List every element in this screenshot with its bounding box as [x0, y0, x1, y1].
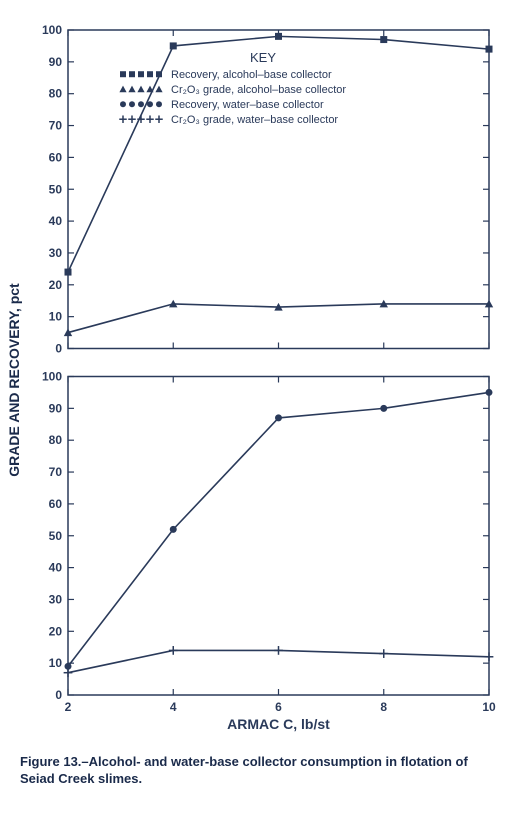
svg-text:10: 10: [49, 656, 63, 670]
svg-text:0: 0: [55, 688, 62, 702]
svg-text:6: 6: [275, 700, 282, 714]
svg-text:0: 0: [55, 342, 62, 356]
caption-prefix: Figure 13.–: [20, 754, 89, 769]
figure-caption: Figure 13.–Alcohol- and water-base colle…: [20, 754, 501, 788]
svg-text:100: 100: [42, 23, 62, 37]
chart-stack: GRADE AND RECOVERY, pct 0102030405060708…: [20, 20, 501, 740]
svg-text:100: 100: [42, 370, 62, 384]
x-axis-label: ARMAC C, lb/st: [227, 716, 330, 732]
svg-text:70: 70: [49, 119, 63, 133]
legend-item-label: Recovery, water–base collector: [171, 99, 324, 111]
svg-text:40: 40: [49, 214, 63, 228]
legend-item-label: Recovery, alcohol–base collector: [171, 69, 332, 81]
legend-title: KEY: [250, 50, 276, 65]
legend-item-label: Cr₂O₃ grade, water–base collector: [171, 114, 338, 126]
svg-text:60: 60: [49, 497, 63, 511]
svg-text:4: 4: [170, 700, 177, 714]
svg-text:60: 60: [49, 150, 63, 164]
panel: 0 10 20 30 40 50 60 70 80 90 100 2 4 6 8 10: [42, 370, 496, 715]
svg-text:20: 20: [49, 278, 63, 292]
svg-text:10: 10: [49, 310, 63, 324]
svg-text:50: 50: [49, 182, 63, 196]
y-axis-label: GRADE AND RECOVERY, pct: [6, 283, 22, 476]
svg-text:40: 40: [49, 561, 63, 575]
svg-text:80: 80: [49, 433, 63, 447]
svg-text:50: 50: [49, 529, 63, 543]
svg-text:30: 30: [49, 246, 63, 260]
svg-text:80: 80: [49, 87, 63, 101]
figure-container: GRADE AND RECOVERY, pct 0102030405060708…: [20, 20, 501, 788]
legend-item-label: Cr₂O₃ grade, alcohol–base collector: [171, 84, 346, 96]
svg-text:70: 70: [49, 465, 63, 479]
chart-svg: 0 10 20 30 40 50 60 70 80 90 100 0 10 20 30 40 50 60 70 80 9…: [20, 20, 501, 740]
svg-text:2: 2: [65, 700, 72, 714]
svg-text:90: 90: [49, 401, 63, 415]
svg-text:90: 90: [49, 55, 63, 69]
svg-text:10: 10: [482, 700, 496, 714]
svg-text:8: 8: [380, 700, 387, 714]
series-recovery-water: [68, 392, 489, 666]
svg-text:30: 30: [49, 592, 63, 606]
svg-text:20: 20: [49, 624, 63, 638]
